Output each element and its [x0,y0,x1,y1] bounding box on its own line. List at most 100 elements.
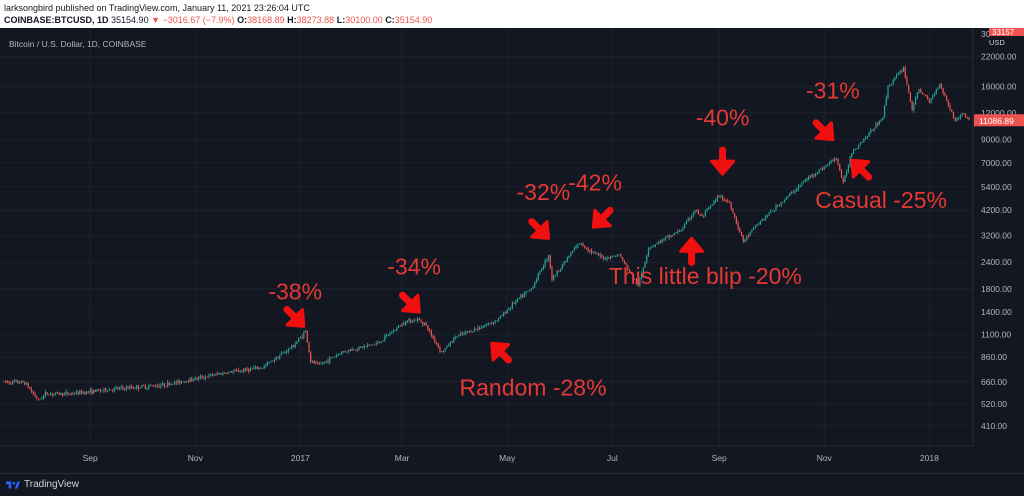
candle-body [606,257,608,260]
candle-body [646,255,648,262]
candle-body [77,391,79,395]
candle-body [523,293,526,297]
candle-body [175,381,177,383]
price-axis[interactable]: 410.00 520.00 660.00 860.00 1100.00 1400.00 18… [974,28,1024,431]
candle-body [768,212,770,216]
candle-body [458,334,460,337]
candle-body [844,175,846,182]
candle-body [944,93,946,96]
candle-body [304,330,307,333]
candle-body [251,368,253,370]
candle-body [279,355,281,359]
candle-body [442,351,445,353]
candle-body [528,289,531,291]
candle-body [206,376,208,378]
candle-body [782,201,784,203]
candle-body [173,381,176,385]
price-tick-label: 3200.00 [981,230,1012,240]
candle-body [430,330,432,336]
candle-body [220,373,222,375]
candle-body [337,354,339,356]
candle-body [84,392,86,395]
price-tick-label: 860.00 [981,352,1007,362]
candle-body [141,385,143,388]
annotation-label: -38% [268,279,322,305]
candle-body [313,360,315,364]
candle-body [968,118,970,121]
candle-body [935,89,937,95]
candle-body [604,259,607,261]
candle-body [723,199,725,201]
candle-body [825,164,827,168]
candle-body [382,340,384,342]
candle-body [665,236,667,239]
candle-body [608,257,610,259]
candle-body [530,288,532,290]
candle-body [177,380,179,383]
candle-body [346,351,348,353]
candle-body [263,365,265,369]
top-price-label: 33157 [992,28,1015,37]
candle-body [13,380,15,382]
candle-body [663,238,665,240]
price-tick-label: 5400.00 [981,182,1012,192]
candle-body [656,242,658,245]
candle-body [265,364,267,366]
candle-body [597,253,600,256]
candle-body [654,244,656,246]
candle-body [930,98,932,103]
candle-body [937,87,939,90]
candle-body [134,388,136,390]
annotation-arrow [850,158,873,181]
time-tick-label: May [499,453,516,463]
chart-area[interactable]: Bitcoin / U.S. Dollar, 1D, COINBASE 410.… [0,28,1024,473]
candle-body [870,129,872,133]
candle-body [856,148,858,149]
candle-body [701,214,703,217]
candle-body [920,89,922,93]
candle-body [932,95,934,99]
candle-body [854,148,856,151]
candle-body [609,257,612,259]
candle-body [22,380,24,383]
time-tick-label: Sep [83,453,98,463]
price-chart[interactable]: Bitcoin / U.S. Dollar, 1D, COINBASE 410.… [0,28,1024,473]
candle-body [48,394,50,396]
candle-body [699,214,701,216]
candle-body [272,360,274,362]
candle-body [809,176,812,178]
candle-body [308,342,310,353]
candle-body [236,370,238,372]
candle-body [492,322,494,324]
candle-body [444,348,446,352]
candle-body [561,265,563,270]
candle-body [622,257,624,261]
candle-body [210,374,212,375]
candle-body [287,348,289,352]
annotation-label: -32% [517,179,571,205]
candle-body [99,390,102,392]
candle-body [124,388,126,390]
candle-body [577,244,579,247]
candle-body [198,377,200,379]
candle-body [747,235,750,237]
candle-body [737,223,739,229]
candle-body [103,388,105,391]
candle-body [61,393,64,396]
candle-body [387,335,389,337]
tradingview-logo[interactable]: TradingView [6,479,79,490]
candle-body [792,191,794,193]
candle-body [752,227,755,230]
time-axis[interactable]: Sep Nov 2017 Mar May Jul Sep Nov 2018 [83,453,939,463]
candle-body [473,328,476,332]
candle-body [668,235,670,238]
low-label: L: [336,15,346,25]
candle-body [113,387,115,391]
candle-body [260,367,262,369]
candle-body [12,380,14,384]
candle-body [497,318,500,321]
candle-body [460,333,462,335]
candle-body [947,100,949,106]
candle-body [239,371,241,372]
candle-body [902,67,905,72]
